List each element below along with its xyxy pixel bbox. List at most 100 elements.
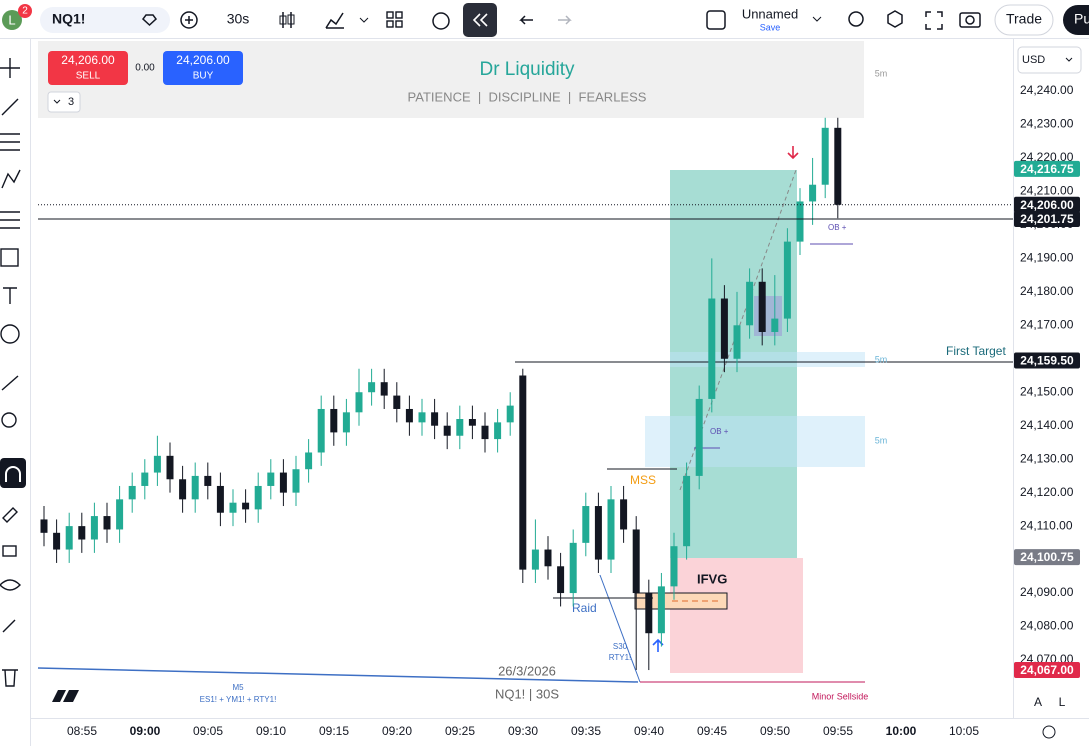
- search-icon[interactable]: [848, 11, 864, 27]
- price-label: 24,100.75: [1020, 550, 1074, 564]
- candle-body: [443, 425, 451, 436]
- undo[interactable]: [519, 15, 533, 25]
- symbol: NQ1!: [52, 11, 85, 27]
- symbol-search[interactable]: [40, 7, 170, 33]
- publish-button[interactable]: [1063, 5, 1089, 35]
- drawing-tools-lower[interactable]: [0, 507, 21, 687]
- dropdown[interactable]: [359, 17, 369, 23]
- ob-label: OB +: [710, 427, 729, 436]
- y-tick-label: 24,080.00: [1020, 619, 1074, 633]
- ob-label: OB +: [828, 223, 847, 232]
- candle-body: [783, 241, 791, 319]
- layout-name[interactable]: Unnamed: [742, 6, 798, 21]
- candle-body: [40, 519, 48, 533]
- candle-body: [758, 281, 766, 332]
- compare-icon[interactable]: [180, 11, 198, 29]
- alert-icon[interactable]: [141, 14, 158, 27]
- candle-body: [620, 499, 628, 530]
- indicators-icon[interactable]: [325, 12, 344, 29]
- y-tick-label: 24,110.00: [1020, 518, 1073, 532]
- y-tick-label: 24,090.00: [1020, 585, 1074, 599]
- candle-body: [519, 375, 527, 570]
- candle-body: [355, 392, 363, 413]
- auto-scale[interactable]: [1028, 693, 1048, 713]
- candle-body: [204, 475, 212, 486]
- sell-button[interactable]: [48, 51, 128, 85]
- candle-body: [128, 485, 136, 500]
- magnet-tool[interactable]: [0, 458, 26, 488]
- banner: [38, 41, 864, 118]
- x-tick-label: 08:55: [67, 724, 97, 738]
- y-tick-label: 24,180.00: [1020, 284, 1074, 298]
- settings-icon[interactable]: [887, 10, 903, 28]
- candle-body: [531, 549, 539, 570]
- fvg-zone: [670, 352, 865, 367]
- x-tick-label: 09:15: [319, 724, 349, 738]
- y-tick-label: 24,220.00: [1020, 150, 1074, 164]
- candle-body: [330, 408, 338, 433]
- spread: 0.00: [135, 63, 155, 74]
- y-tick-label: 24,130.00: [1020, 451, 1074, 465]
- candle-body: [292, 469, 300, 493]
- minor-sellside: Minor Sellside: [812, 691, 869, 701]
- candle-body: [481, 425, 489, 440]
- avatar-letter: L: [8, 12, 15, 27]
- candle-body: [418, 412, 426, 423]
- badge: [18, 4, 32, 18]
- x-tick-label: 09:35: [571, 724, 601, 738]
- y-tick-label: 24,210.00: [1020, 184, 1074, 198]
- candle-body: [153, 455, 161, 473]
- tf-label: 5m: [875, 68, 888, 78]
- candle-body: [90, 516, 98, 540]
- candle-body: [229, 502, 237, 513]
- publish-label: Pu: [1074, 11, 1089, 27]
- x-tick-label: 09:10: [256, 724, 286, 738]
- fullscreen-icon[interactable]: [925, 11, 943, 30]
- dropdown[interactable]: [812, 16, 822, 22]
- mss-label: MSS: [630, 473, 656, 487]
- alarm-icon[interactable]: [432, 12, 450, 30]
- date-watermark: 26/3/2026: [498, 663, 556, 678]
- save-status: Save: [760, 22, 781, 32]
- drawing-tools[interactable]: [0, 58, 21, 428]
- smt-label: RTY1!: [609, 653, 632, 662]
- buy-button[interactable]: [163, 51, 243, 85]
- candle-body: [544, 549, 552, 567]
- layout-icon[interactable]: [706, 10, 726, 30]
- currency-select[interactable]: [1017, 46, 1082, 74]
- sell-price: 24,206.00: [61, 53, 115, 67]
- candle-body: [78, 526, 86, 540]
- buy-price: 24,206.00: [176, 53, 230, 67]
- candle-body: [771, 318, 779, 332]
- price-label: 24,067.00: [1020, 663, 1074, 677]
- candle-body: [809, 184, 817, 202]
- tf-label: 5m: [875, 435, 888, 445]
- badge-count: 2: [22, 6, 28, 17]
- y-tick-label: 24,240.00: [1020, 83, 1074, 97]
- candle-body: [582, 506, 590, 543]
- candle-body: [494, 422, 502, 440]
- x-tick-label: 09:40: [634, 724, 664, 738]
- candle-body: [279, 472, 287, 493]
- time-settings[interactable]: [1042, 725, 1056, 739]
- snapshot-icon[interactable]: [959, 12, 981, 28]
- price-label: 24,216.75: [1020, 162, 1074, 176]
- fvg-zone: [645, 416, 865, 467]
- tv-logo: [52, 690, 79, 702]
- candle-body: [166, 455, 174, 480]
- log-label[interactable]: L: [1059, 695, 1066, 709]
- price-label-bg: [1014, 211, 1080, 228]
- candle-body: [632, 529, 640, 594]
- candle-body: [607, 499, 615, 560]
- collapse-button[interactable]: [47, 91, 81, 113]
- x-tick-label: 10:00: [886, 724, 917, 738]
- price-label: 24,159.50: [1020, 354, 1074, 368]
- interval[interactable]: 30s: [227, 11, 250, 27]
- banner-title: Dr Liquidity: [479, 59, 575, 80]
- candle-body: [695, 398, 703, 476]
- trade-button[interactable]: [994, 4, 1054, 36]
- candle-body: [254, 485, 262, 510]
- avatar[interactable]: [2, 10, 22, 30]
- redo[interactable]: [558, 15, 572, 25]
- layouts-icon[interactable]: [386, 11, 403, 28]
